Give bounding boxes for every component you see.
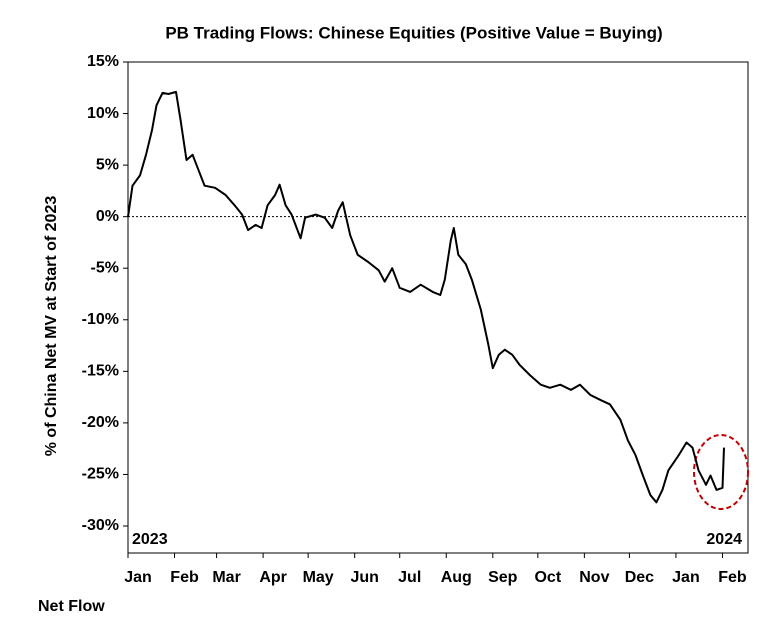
- y-tick-label: -15%: [82, 363, 119, 380]
- x-tick-label: Dec: [625, 569, 654, 586]
- y-tick-label: 15%: [87, 53, 119, 70]
- y-tick-label: 5%: [96, 156, 119, 173]
- x-tick-label: Sep: [488, 569, 518, 586]
- y-tick-label: -5%: [91, 259, 119, 276]
- x-tick-label: Feb: [718, 569, 747, 586]
- y-axis-label: % of China Net MV at Start of 2023: [43, 196, 60, 457]
- y-tick-label: -20%: [82, 414, 119, 431]
- x-tick-label: Nov: [579, 569, 609, 586]
- x-tick-label: Feb: [170, 569, 199, 586]
- y-tick-label: -30%: [82, 517, 119, 534]
- y-tick-label: -25%: [82, 466, 119, 483]
- annotation: 2023: [132, 531, 168, 548]
- y-tick-label: 10%: [87, 105, 119, 122]
- x-tick-label: Jan: [672, 569, 700, 586]
- x-tick-label: Oct: [534, 569, 561, 586]
- x-tick-label: Aug: [441, 569, 472, 586]
- highlight-circle: [693, 434, 749, 510]
- chart-title: PB Trading Flows: Chinese Equities (Posi…: [165, 23, 662, 42]
- x-tick-label: Apr: [259, 569, 287, 586]
- x-tick-label: Jul: [398, 569, 421, 586]
- annotation: 2024: [706, 531, 742, 548]
- line: [127, 90, 725, 504]
- x-tick-label: May: [303, 569, 334, 586]
- x-axis-label: Net Flow: [38, 598, 105, 615]
- x-tick-label: Mar: [212, 569, 240, 586]
- x-tick-label: Jan: [124, 569, 152, 586]
- x-tick-label: Jun: [350, 569, 378, 586]
- y-tick-label: -10%: [82, 311, 119, 328]
- plot-frame: [127, 61, 749, 554]
- y-tick-label: 0%: [96, 208, 119, 225]
